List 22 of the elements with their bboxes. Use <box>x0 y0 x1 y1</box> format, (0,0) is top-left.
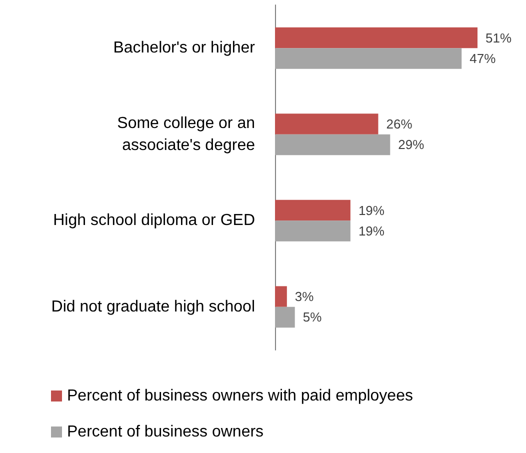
y-tick-label: Did not graduate high school <box>51 298 255 316</box>
y-tick-label: Some college or an associate's degree <box>117 114 256 154</box>
legend-label: Percent of business owners with paid employees <box>67 388 413 404</box>
bar <box>275 200 350 221</box>
bar <box>275 286 287 307</box>
bar <box>275 134 390 156</box>
data-label: 51% <box>486 30 512 46</box>
y-tick-label: Bachelor's or higher <box>113 40 256 57</box>
bar <box>275 306 295 328</box>
data-label: 29% <box>398 137 425 152</box>
data-label: 19% <box>358 223 385 238</box>
bar <box>275 27 478 48</box>
data-label: 26% <box>386 116 413 132</box>
data-label: 3% <box>294 289 314 304</box>
bar <box>275 114 378 134</box>
y-tick-label: High school diploma or GED <box>53 212 255 230</box>
bar <box>275 220 350 242</box>
bar <box>275 48 462 69</box>
legend-label: Percent of business owners <box>67 424 264 440</box>
data-label: 47% <box>470 50 496 66</box>
data-label: 5% <box>302 310 322 325</box>
data-label: 19% <box>358 202 385 218</box>
